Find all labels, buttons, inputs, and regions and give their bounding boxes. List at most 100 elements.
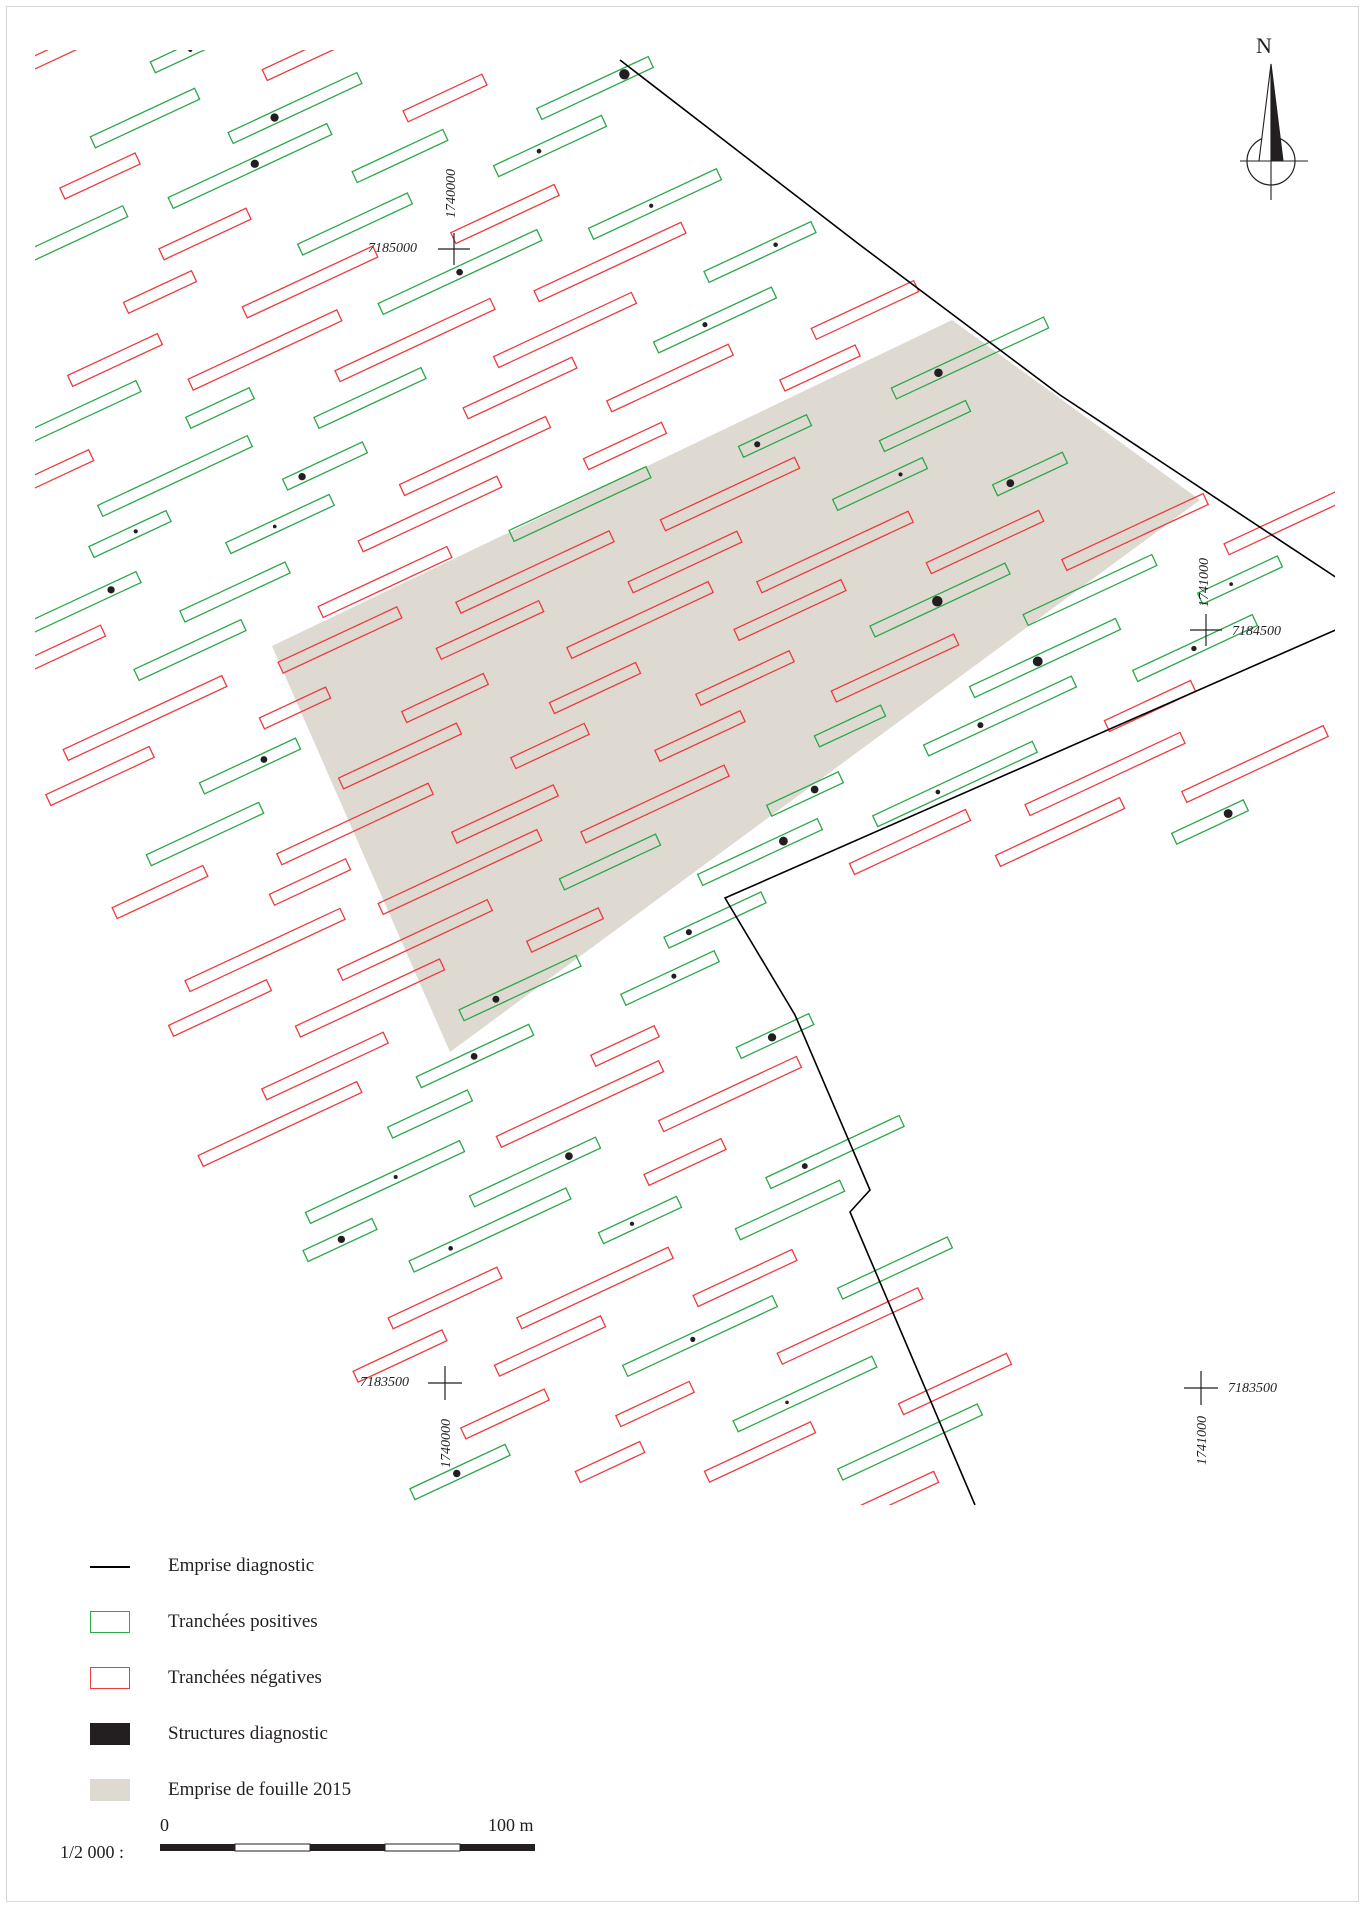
trench-positive[interactable] xyxy=(29,570,142,634)
trench-negative[interactable] xyxy=(582,421,668,471)
trench-negative[interactable] xyxy=(548,661,642,715)
structure[interactable] xyxy=(470,1052,478,1060)
structure[interactable] xyxy=(649,203,654,208)
trench-negative[interactable] xyxy=(643,1137,727,1187)
trench-positive[interactable] xyxy=(88,509,172,559)
structure[interactable] xyxy=(448,1246,453,1251)
trench-positive[interactable] xyxy=(922,675,1078,757)
trench-positive[interactable] xyxy=(304,1139,466,1225)
trench-positive[interactable] xyxy=(696,817,824,887)
structure[interactable] xyxy=(754,441,761,448)
trench-negative[interactable] xyxy=(1060,492,1210,572)
trench-positive[interactable] xyxy=(735,1012,815,1060)
trench-negative[interactable] xyxy=(268,857,352,907)
trench-positive[interactable] xyxy=(871,740,1039,828)
structure[interactable] xyxy=(1229,582,1234,587)
structure[interactable] xyxy=(801,1163,808,1170)
trench-positive[interactable] xyxy=(663,891,767,949)
trench-negative[interactable] xyxy=(317,545,453,619)
structure[interactable] xyxy=(270,113,279,122)
trench-positive[interactable] xyxy=(813,704,887,748)
trench-positive[interactable] xyxy=(558,833,662,891)
trench-negative[interactable] xyxy=(614,1380,696,1428)
trench-positive[interactable] xyxy=(96,434,254,518)
structure[interactable] xyxy=(671,973,677,979)
trench-positive[interactable] xyxy=(386,1089,474,1139)
structure[interactable] xyxy=(779,836,788,846)
structure[interactable] xyxy=(15,255,25,265)
structure[interactable] xyxy=(1191,645,1197,652)
trench-negative[interactable] xyxy=(605,343,735,413)
trench-positive[interactable] xyxy=(1170,799,1250,845)
structure[interactable] xyxy=(898,472,903,477)
trench-positive[interactable] xyxy=(1196,555,1284,605)
trench-negative[interactable] xyxy=(703,1420,817,1484)
trench-negative[interactable] xyxy=(509,722,591,770)
trench-positive[interactable] xyxy=(991,451,1069,497)
trench-negative[interactable] xyxy=(387,1266,503,1330)
trench-positive[interactable] xyxy=(377,228,543,316)
structure[interactable] xyxy=(702,322,708,328)
trench-negative[interactable] xyxy=(435,599,545,661)
trench-negative[interactable] xyxy=(450,784,560,844)
structure[interactable] xyxy=(932,595,943,607)
trench-negative[interactable] xyxy=(1223,488,1346,556)
structure[interactable] xyxy=(250,159,259,168)
trench-negative[interactable] xyxy=(449,183,561,245)
structure[interactable] xyxy=(785,1400,789,1405)
trench-negative[interactable] xyxy=(260,1031,390,1101)
trench-positive[interactable] xyxy=(149,27,231,74)
trench-negative[interactable] xyxy=(122,269,198,315)
trench-negative[interactable] xyxy=(462,356,578,420)
structure[interactable] xyxy=(456,268,463,276)
trench-positive[interactable] xyxy=(535,55,655,121)
trench-negative[interactable] xyxy=(275,782,435,866)
trench-positive[interactable] xyxy=(415,1023,535,1089)
trench-positive[interactable] xyxy=(1022,553,1158,627)
trench-positive[interactable] xyxy=(296,192,414,256)
trench-positive[interactable] xyxy=(351,128,449,184)
trench-positive[interactable] xyxy=(302,1217,378,1263)
trench-positive[interactable] xyxy=(492,114,608,178)
trench-negative[interactable] xyxy=(197,1080,363,1168)
structure[interactable] xyxy=(393,1175,398,1180)
trench-negative[interactable] xyxy=(459,1388,551,1440)
trench-positive[interactable] xyxy=(734,1179,846,1241)
trench-negative[interactable] xyxy=(790,1470,940,1548)
structure[interactable] xyxy=(934,368,943,377)
trench-negative[interactable] xyxy=(337,722,463,790)
trench-positive[interactable] xyxy=(145,801,265,867)
structure[interactable] xyxy=(298,473,306,481)
trench-positive[interactable] xyxy=(878,399,972,453)
structure[interactable] xyxy=(810,785,819,794)
trench-negative[interactable] xyxy=(565,580,715,660)
structure[interactable] xyxy=(977,722,984,729)
trench-positive[interactable] xyxy=(184,386,256,430)
trench-negative[interactable] xyxy=(62,674,228,762)
structure[interactable] xyxy=(629,1221,635,1226)
trench-negative[interactable] xyxy=(733,578,847,642)
structure[interactable] xyxy=(107,586,115,594)
trench-positive[interactable] xyxy=(281,441,369,491)
structure[interactable] xyxy=(133,529,138,534)
trench-positive[interactable] xyxy=(508,465,652,543)
trench-negative[interactable] xyxy=(58,152,142,200)
structure[interactable] xyxy=(1006,479,1015,488)
trench-negative[interactable] xyxy=(400,672,490,724)
trench-negative[interactable] xyxy=(352,1328,448,1384)
trench-positive[interactable] xyxy=(167,122,333,210)
trench-negative[interactable] xyxy=(1024,731,1186,817)
trench-positive[interactable] xyxy=(179,561,291,623)
trench-negative[interactable] xyxy=(0,29,100,93)
trench-negative[interactable] xyxy=(755,510,915,594)
trench-negative[interactable] xyxy=(241,245,379,319)
trench-negative[interactable] xyxy=(334,297,496,383)
trench-negative[interactable] xyxy=(659,456,801,532)
structure[interactable] xyxy=(619,69,630,80)
trench-negative[interactable] xyxy=(184,907,346,993)
structure[interactable] xyxy=(1032,656,1043,667)
trench-positive[interactable] xyxy=(409,1443,511,1501)
trench-positive[interactable] xyxy=(0,379,142,457)
trench-positive[interactable] xyxy=(732,1355,878,1433)
